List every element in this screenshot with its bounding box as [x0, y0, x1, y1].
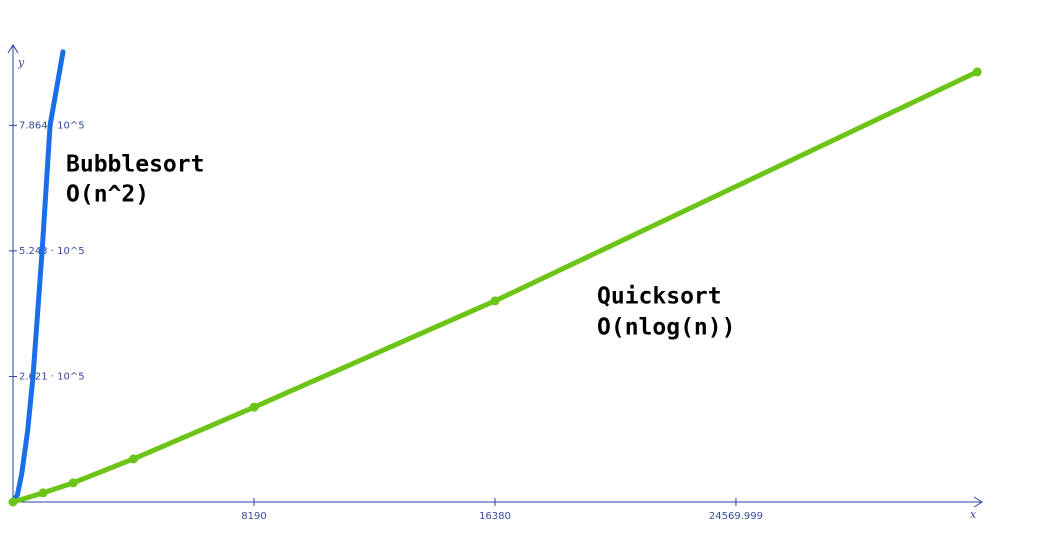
point — [972, 67, 982, 77]
annotation: O(nlog(n)) — [597, 315, 735, 341]
y-tick-label: 5.243 · 10^5 — [19, 246, 85, 257]
point — [8, 497, 18, 507]
point — [129, 454, 139, 464]
annotation: Bubblesort — [66, 152, 204, 178]
x-arrow — [973, 496, 983, 508]
x-tick-label: 16380 — [479, 511, 511, 522]
y-arrow — [7, 44, 19, 54]
annotation: O(n^2) — [66, 182, 149, 208]
point — [68, 478, 78, 488]
x-label: x — [970, 508, 977, 521]
point — [249, 402, 259, 412]
y-tick-label: 2.621 · 10^5 — [19, 371, 85, 382]
line — [10, 69, 980, 505]
y-label: y — [17, 56, 25, 69]
x-tick-label: 24569.999 — [709, 511, 763, 522]
point — [490, 296, 500, 306]
annotation: Quicksort — [597, 284, 722, 310]
point — [38, 488, 48, 498]
x-tick-label: 8190 — [241, 511, 266, 522]
line — [10, 49, 66, 505]
